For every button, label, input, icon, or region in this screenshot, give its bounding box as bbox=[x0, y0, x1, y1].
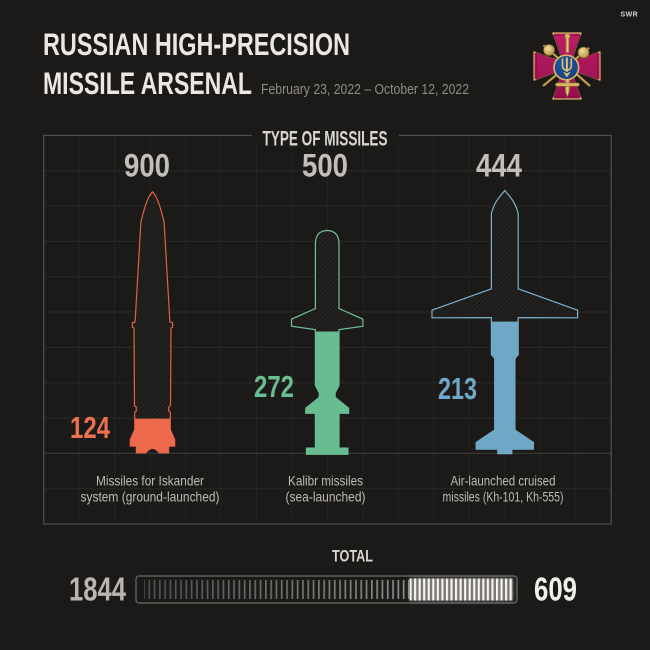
svg-text:February 23, 2022 – October 12: February 23, 2022 – October 12, 2022 bbox=[261, 82, 469, 98]
svg-text:900: 900 bbox=[124, 148, 170, 184]
svg-text:missiles (Kh-101, Kh-555): missiles (Kh-101, Kh-555) bbox=[443, 490, 564, 505]
svg-text:444: 444 bbox=[476, 148, 522, 184]
svg-text:system (ground-launched): system (ground-launched) bbox=[81, 490, 220, 505]
svg-text:213: 213 bbox=[438, 371, 477, 406]
svg-text:Air-launched cruised: Air-launched cruised bbox=[451, 474, 556, 489]
svg-text:MISSILE ARSENAL: MISSILE ARSENAL bbox=[43, 65, 252, 101]
svg-text:Kalibr missiles: Kalibr missiles bbox=[288, 474, 363, 489]
svg-text:500: 500 bbox=[302, 148, 348, 184]
svg-text:SWR: SWR bbox=[621, 11, 639, 18]
svg-text:609: 609 bbox=[534, 571, 577, 608]
svg-text:TYPE OF MISSILES: TYPE OF MISSILES bbox=[263, 128, 388, 151]
svg-text:1844: 1844 bbox=[69, 570, 126, 607]
svg-text:TOTAL: TOTAL bbox=[332, 547, 373, 566]
svg-text:272: 272 bbox=[254, 369, 294, 404]
svg-text:124: 124 bbox=[70, 410, 111, 445]
svg-text:RUSSIAN HIGH-PRECISION: RUSSIAN HIGH-PRECISION bbox=[43, 26, 350, 62]
svg-text:(sea-launched): (sea-launched) bbox=[286, 490, 366, 505]
svg-text:Missiles for Iskander: Missiles for Iskander bbox=[96, 474, 204, 489]
